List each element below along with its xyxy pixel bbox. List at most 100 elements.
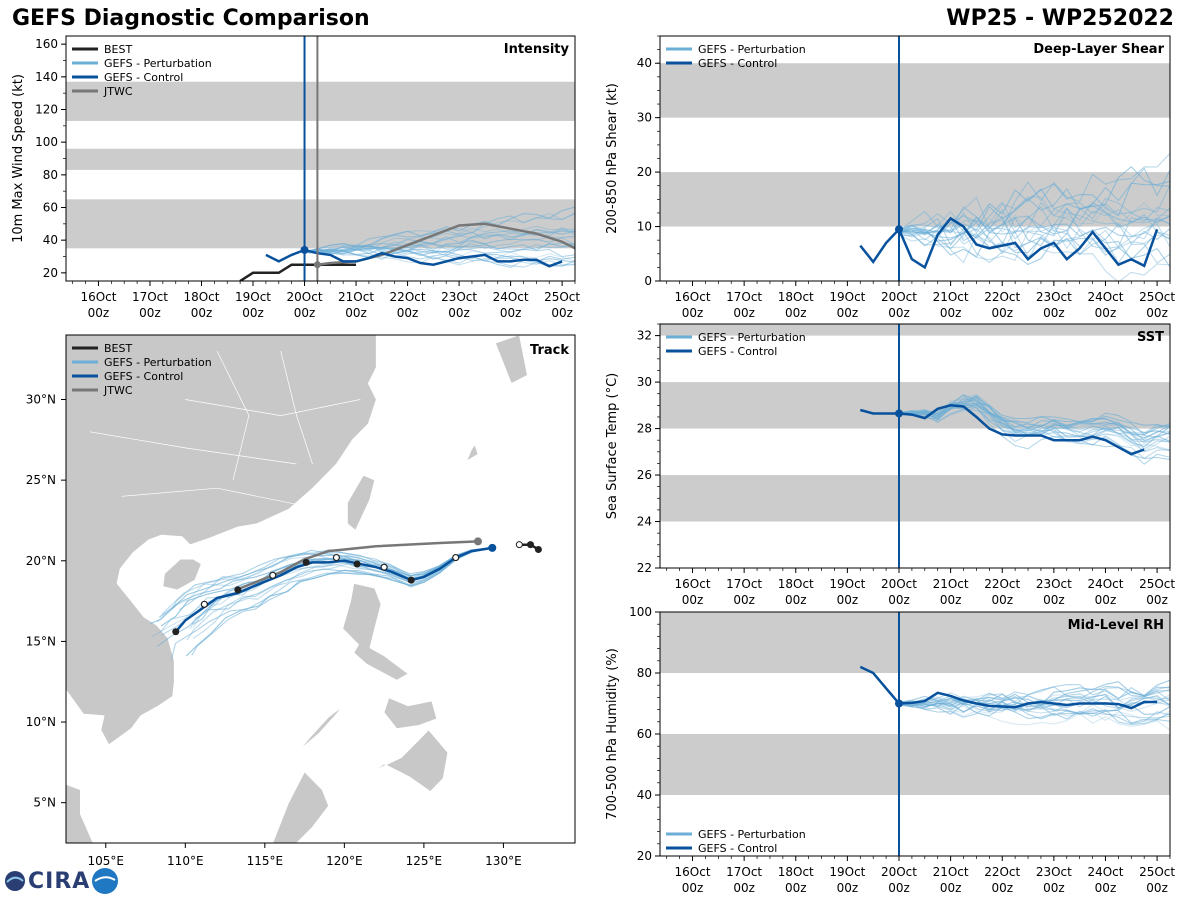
y-tick-label: 0 <box>644 274 652 288</box>
x-tick-day: 22Oct <box>984 290 1020 304</box>
x-tick-hour: 00z <box>837 306 859 320</box>
control-day-marker <box>407 576 415 584</box>
x-tick-day: 25Oct <box>1139 865 1175 879</box>
perturbation-member <box>899 167 1170 237</box>
x-tick-day: 18Oct <box>183 290 219 304</box>
taiwan-island <box>347 474 375 531</box>
panel-title: Track <box>530 343 569 358</box>
y-axis-label: 200-850 hPa Shear (kt) <box>605 83 620 234</box>
legend-label: GEFS - Perturbation <box>104 57 212 70</box>
legend-label: JTWC <box>103 85 133 98</box>
track-panel: 105°E 110°E 115°E 120°E 125°E 130°E 5°N 10°N 15°… <box>26 334 576 868</box>
storm-id-title: WP25 - WP252022 <box>946 6 1174 31</box>
y-tick-label: 100 <box>35 135 58 149</box>
cira-logo: CIRA <box>4 866 120 896</box>
control-init-marker <box>488 543 497 552</box>
shear-plot-area <box>660 63 1170 281</box>
perturbation-track <box>170 547 493 660</box>
malay-peninsula <box>66 784 94 843</box>
perturbation-member <box>898 228 1170 265</box>
lon-tick-label: 125°E <box>406 854 443 868</box>
y-tick-label: 100 <box>629 605 652 619</box>
perturbation-member <box>304 212 575 253</box>
y-tick-label: 28 <box>637 422 652 436</box>
perturbation-member <box>898 165 1170 239</box>
perturbation-member <box>304 246 575 258</box>
perturbation-member <box>898 693 1170 707</box>
x-tick-hour: 00z <box>837 881 859 895</box>
province-boundary <box>216 350 250 481</box>
x-tick-hour: 00z <box>940 593 962 607</box>
y-tick-label: 30 <box>637 375 652 389</box>
y-tick-label: 80 <box>637 666 652 680</box>
perturbation-member <box>898 153 1170 232</box>
x-tick-day: 23Oct <box>1036 577 1072 591</box>
lon-tick-label: 120°E <box>326 854 363 868</box>
control-halfday-marker <box>332 553 341 562</box>
control-init-dot <box>894 409 903 418</box>
x-tick-day: 16Oct <box>675 290 711 304</box>
perturbation-member <box>898 698 1170 725</box>
x-tick-day: 17Oct <box>726 865 762 879</box>
control-line <box>265 248 563 268</box>
province-boundary <box>185 399 361 416</box>
x-tick-hour: 00z <box>785 593 807 607</box>
perturbation-member <box>304 206 575 253</box>
rh-plot-area <box>660 612 1170 795</box>
control-day-marker <box>302 558 310 566</box>
shaded-band <box>660 734 1170 795</box>
logo-text: CIRA <box>28 868 91 894</box>
visayas-islands <box>383 697 437 729</box>
perturbation-member <box>304 242 575 254</box>
y-tick-label: 20 <box>43 266 58 280</box>
best-track-line <box>239 263 356 281</box>
legend-label: GEFS - Perturbation <box>698 331 806 344</box>
intensity-panel: 20 40 60 80 100 120 140 160 16Oct 00z 17Oct 00z 18Oc… <box>11 35 580 320</box>
control-halfday-marker <box>380 563 388 571</box>
legend-label: GEFS - Perturbation <box>698 43 806 56</box>
y-tick-label: 32 <box>637 329 652 343</box>
control-init-dot <box>300 245 309 254</box>
y-tick-label: 160 <box>35 37 58 51</box>
x-tick-day: 19Oct <box>829 865 865 879</box>
x-tick-day: 24Oct <box>1087 865 1123 879</box>
perturbation-member <box>898 703 1170 731</box>
map-area <box>66 335 542 843</box>
province-boundary <box>121 487 297 505</box>
figure-title: GEFS Diagnostic Comparison <box>12 6 370 31</box>
x-tick-day: 23Oct <box>441 290 477 304</box>
jtwc-init-dot <box>313 261 321 269</box>
x-tick-hour: 00z <box>785 306 807 320</box>
lon-tick-label: 130°E <box>485 854 522 868</box>
x-tick-hour: 00z <box>242 306 264 320</box>
perturbation-track <box>160 547 493 633</box>
perturbation-member <box>898 205 1170 242</box>
x-tick-day: 17Oct <box>726 577 762 591</box>
perturbation-member <box>304 225 575 253</box>
x-tick-day: 16Oct <box>675 577 711 591</box>
control-line <box>859 665 1158 710</box>
panel-title: Deep-Layer Shear <box>1033 42 1164 57</box>
x-tick-hour: 00z <box>733 881 755 895</box>
x-tick-day: 16Oct <box>80 290 116 304</box>
shaded-band <box>66 148 575 170</box>
province-boundary <box>89 431 297 465</box>
x-tick-hour: 00z <box>682 306 704 320</box>
legend-label: BEST <box>104 43 132 56</box>
x-tick-day: 25Oct <box>1139 290 1175 304</box>
y-tick-label: 22 <box>637 561 652 575</box>
y-tick-label: 140 <box>35 70 58 84</box>
control-init-dot <box>894 225 903 234</box>
x-tick-day: 21Oct <box>933 865 969 879</box>
x-tick-hour: 00z <box>991 881 1013 895</box>
perturbation-member <box>898 703 1170 724</box>
x-tick-hour: 00z <box>1146 593 1168 607</box>
best-open-marker <box>515 541 523 549</box>
x-tick-hour: 00z <box>345 306 367 320</box>
x-tick-day: 17Oct <box>132 290 168 304</box>
borneo-north <box>272 771 329 843</box>
lat-tick-label: 25°N <box>26 473 56 487</box>
x-tick-hour: 00z <box>294 306 316 320</box>
legend-label: GEFS - Control <box>698 57 777 70</box>
